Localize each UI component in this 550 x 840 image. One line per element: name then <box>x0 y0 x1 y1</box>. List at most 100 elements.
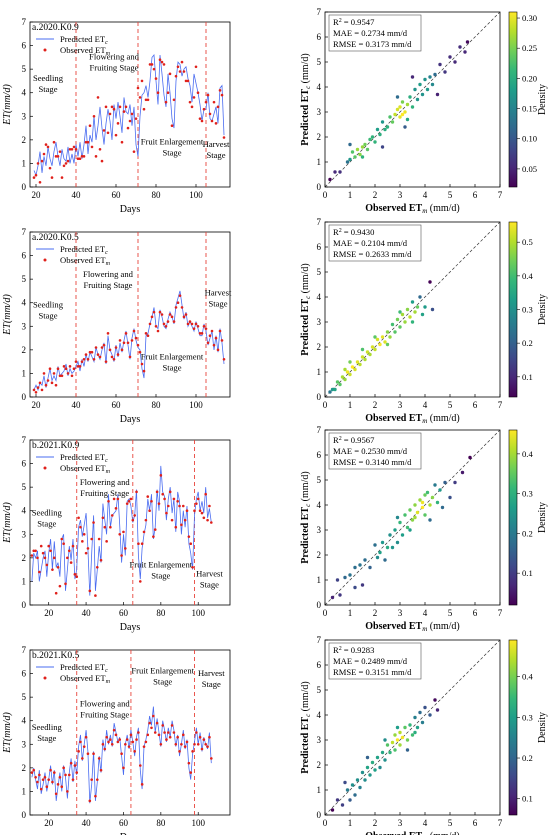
scatter-point <box>398 325 402 329</box>
observed-point <box>88 350 92 354</box>
scatter-point <box>393 330 397 334</box>
observed-point <box>116 122 120 125</box>
observed-point <box>120 348 124 352</box>
scatter-point <box>393 528 397 532</box>
observed-point <box>77 516 80 520</box>
observed-point <box>148 322 152 326</box>
scatter-point <box>363 142 367 147</box>
x-tick-label: 1 <box>348 400 353 410</box>
scatter-point <box>428 518 432 522</box>
observed-point <box>72 367 76 371</box>
observed-point <box>72 145 76 149</box>
legend-predicted-text: Predicted ET <box>60 452 106 462</box>
y-tick-label: 0 <box>22 600 27 610</box>
observed-point <box>103 747 107 751</box>
scatter-point <box>408 315 412 319</box>
observed-point <box>138 580 142 583</box>
observed-point <box>66 556 69 560</box>
scatter-point <box>350 150 355 154</box>
scatter-point <box>418 710 422 715</box>
x-tick-label: 3 <box>398 608 403 618</box>
observed-point <box>128 119 132 123</box>
observed-point <box>148 721 151 725</box>
stage-label: Flowering and Fruiting Stage <box>89 52 140 73</box>
stat-mae: MAE = 0.2104 mm/d <box>333 238 408 248</box>
x-tick-label: 7 <box>498 608 503 618</box>
observed-point <box>118 105 122 109</box>
observed-point <box>114 733 118 737</box>
x-tick-label: 60 <box>112 400 122 410</box>
scatter-point <box>373 140 377 144</box>
observed-point <box>64 367 68 371</box>
observed-point <box>94 155 98 158</box>
scatter-point <box>410 733 415 737</box>
stage-label: Fruit Enlargement Stage <box>131 666 194 687</box>
scatter-point <box>418 295 422 299</box>
scatter-point <box>343 377 347 382</box>
observed-point <box>200 511 204 515</box>
observed-point <box>140 79 144 83</box>
scatter-point <box>430 495 435 500</box>
scatter-point <box>438 62 442 67</box>
observed-point <box>198 117 202 120</box>
observed-point <box>79 525 82 529</box>
colorbar-tick-label: 0.3 <box>522 489 533 499</box>
observed-point <box>170 315 174 319</box>
scatter-point <box>368 773 372 777</box>
observed-point <box>64 773 67 777</box>
stage-label: Harvest Stage <box>203 139 230 160</box>
observed-point <box>34 549 37 553</box>
y-tick-label: 4 <box>22 298 27 308</box>
observed-point <box>114 133 118 137</box>
scatter-point <box>468 455 472 460</box>
predicted-line <box>33 53 225 177</box>
scatter-point <box>398 520 402 525</box>
observed-point <box>153 528 157 531</box>
y-tick-label: 2 <box>317 132 322 142</box>
observed-point <box>167 731 170 734</box>
scatter-point <box>428 503 432 507</box>
observed-point <box>79 740 82 744</box>
scatter-point <box>390 322 395 327</box>
stage-label-line: Stage <box>162 148 181 158</box>
observed-point <box>71 778 75 781</box>
observed-point <box>184 313 188 316</box>
observed-point <box>36 556 39 560</box>
observed-point <box>98 147 102 151</box>
observed-point <box>62 365 66 368</box>
observed-point <box>158 58 162 62</box>
colorbar-tick-label: 0.2 <box>522 753 533 763</box>
observed-point <box>182 315 186 319</box>
scatter-point <box>403 320 407 324</box>
legend-observed-sub: m <box>106 469 111 475</box>
observed-point <box>144 740 148 744</box>
scatter-point <box>408 508 412 512</box>
observed-point <box>102 129 106 132</box>
observed-point <box>204 327 208 330</box>
observed-point <box>120 554 123 557</box>
scatter-point <box>385 330 390 334</box>
x-axis-label: Days <box>120 204 141 215</box>
stage-label-line: Stage <box>208 299 227 309</box>
observed-point <box>190 105 194 109</box>
legend-observed-swatch <box>43 676 47 680</box>
observed-point <box>97 537 101 541</box>
observed-point <box>112 107 116 111</box>
observed-point <box>58 584 62 588</box>
stage-label: Seedling Stage <box>33 73 64 94</box>
scatter-point <box>400 533 405 537</box>
stage-label: Fruit Enlargement Stage <box>141 351 204 372</box>
x-tick-label: 3 <box>398 818 403 828</box>
observed-point <box>210 119 214 123</box>
stage-label: Fruit Enlargement Stage <box>141 137 204 158</box>
scatter-point <box>425 87 430 92</box>
y-tick-label: 4 <box>317 292 322 302</box>
observed-point <box>101 516 105 520</box>
observed-point <box>186 322 190 326</box>
scatter-point <box>435 500 440 505</box>
y-axis-label-sub: c <box>304 713 312 717</box>
colorbar-tick-label: 0.3 <box>522 305 533 315</box>
scatter-point <box>338 382 342 387</box>
y-tick-label: 4 <box>317 82 322 92</box>
